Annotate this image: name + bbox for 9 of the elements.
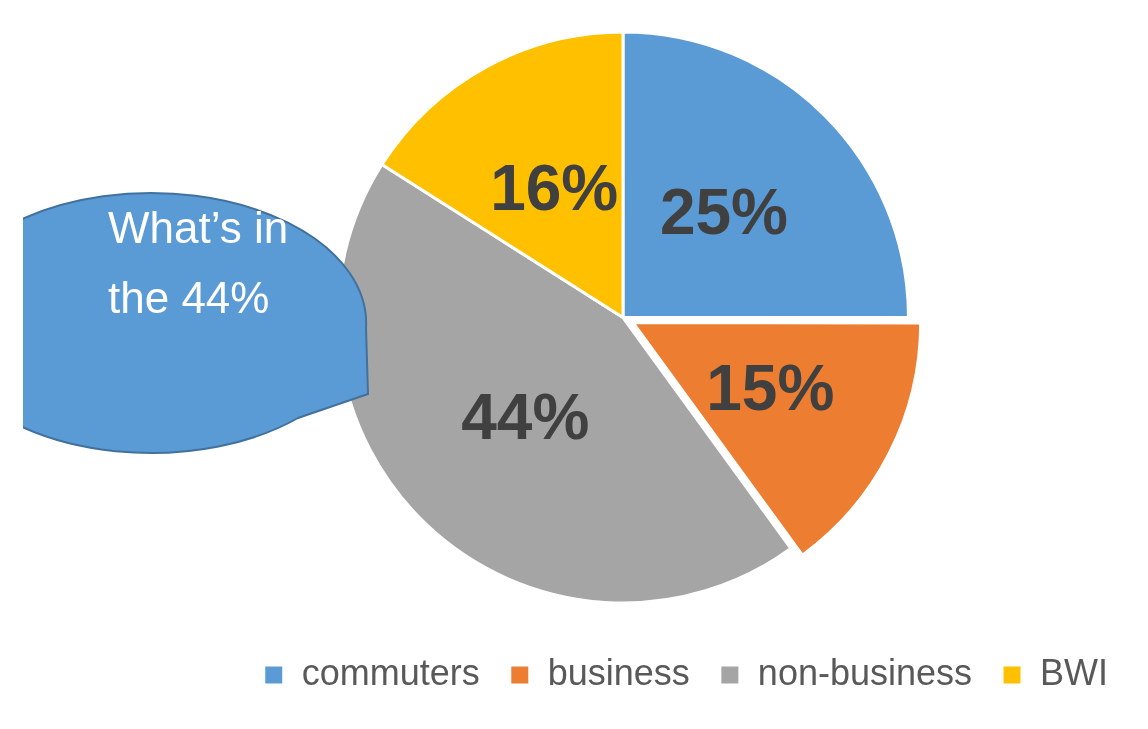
legend-label: BWI (1040, 651, 1109, 693)
data-label: 15% (706, 352, 835, 425)
legend-label: non-business (757, 651, 973, 693)
legend-label: business (547, 651, 690, 693)
data-label: 44% (461, 381, 590, 454)
legend-label: commuters (301, 651, 480, 693)
data-label: 16% (490, 152, 619, 225)
text: What’s in the 44% (108, 202, 290, 325)
data-label: 25% (659, 176, 788, 249)
